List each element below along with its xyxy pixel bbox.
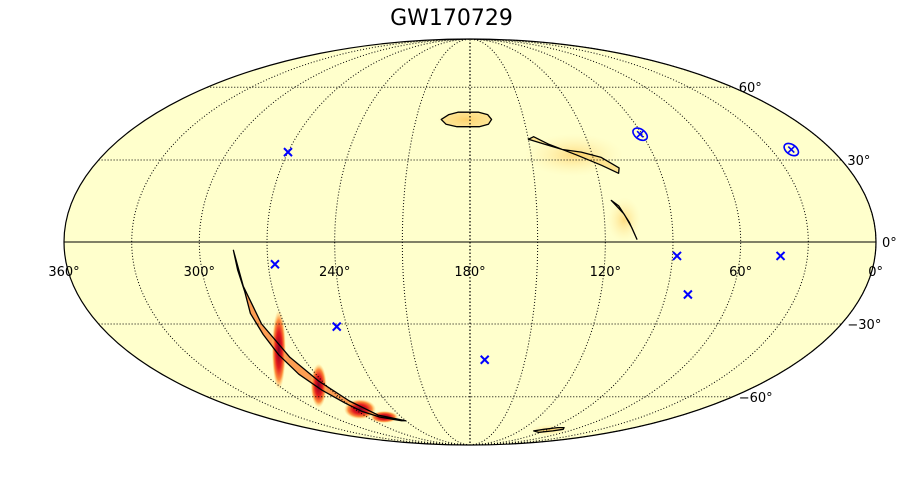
chart-title: GW170729 [390, 6, 513, 31]
y-tick-label--30: −30° [847, 318, 881, 333]
source-marker-2 [332, 321, 342, 332]
y-tick-label-30: 30° [847, 154, 870, 169]
x-tick-label-300: 300° [184, 265, 215, 280]
source-marker-4 [683, 289, 693, 300]
ellipse-outline [632, 127, 649, 142]
source-marker-1 [270, 259, 280, 269]
contour-equatorial-arc [610, 199, 638, 240]
y-tick-label-0: 0° [882, 236, 897, 251]
y-tick-label--60: −60° [739, 391, 773, 406]
contour-north-arc [527, 136, 620, 174]
probability-peak-2 [344, 399, 377, 420]
x-tick-label-0: 0° [868, 265, 883, 280]
ellipse-mark-b [636, 130, 644, 138]
contour-south-fragment [533, 426, 565, 434]
localization-ellipse-1 [783, 142, 800, 157]
x-tick-label-240: 240° [319, 265, 350, 280]
marker-stroke-b [683, 289, 693, 300]
source-marker-0 [283, 147, 293, 157]
marker-stroke-b [775, 251, 786, 261]
probability-glow-equatorial-arc [607, 197, 641, 243]
contour-southern-arc [232, 249, 407, 422]
marker-stroke-b [270, 259, 280, 269]
source-marker-5 [672, 251, 682, 261]
ellipse-outline [783, 142, 800, 157]
source-marker-3 [479, 355, 490, 365]
y-tick-label-60: 60° [739, 81, 762, 96]
x-tick-label-60: 60° [729, 265, 752, 280]
x-tick-label-180: 180° [454, 265, 485, 280]
marker-stroke-b [332, 321, 342, 332]
ellipse-mark-b [787, 145, 795, 154]
contour-north-blob [440, 111, 493, 128]
source-marker-6 [775, 251, 786, 261]
x-tick-label-360: 360° [48, 265, 79, 280]
probability-peak-1 [310, 363, 327, 408]
marker-stroke-b [479, 355, 490, 365]
localization-ellipse-0 [632, 127, 649, 142]
marker-stroke-b [672, 251, 682, 261]
marker-stroke-b [283, 147, 293, 157]
sky-boundary [63, 38, 877, 446]
x-tick-label-120: 120° [590, 265, 621, 280]
probability-peak-0 [271, 309, 286, 390]
